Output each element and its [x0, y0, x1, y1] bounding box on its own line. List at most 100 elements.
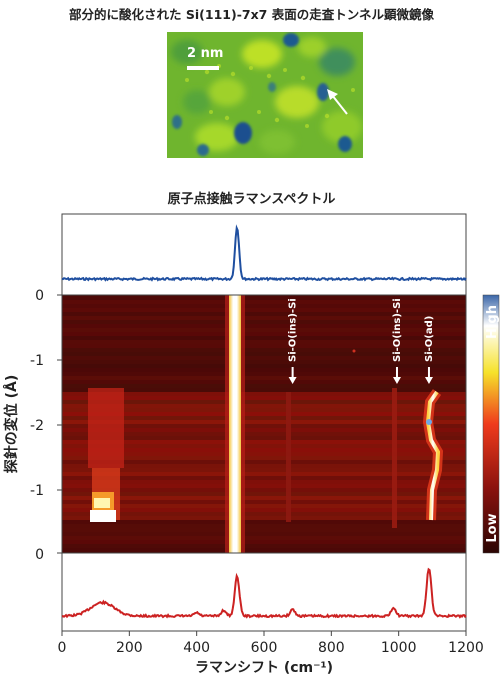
y-tick-label: -1 — [30, 483, 44, 499]
heatmap-row — [62, 364, 466, 368]
heatmap-row — [62, 528, 466, 532]
x-tick-label: 600 — [251, 640, 278, 656]
heatmap-row — [62, 464, 466, 468]
x-tick-label: 400 — [183, 640, 210, 656]
y-tick-label: -1 — [30, 353, 44, 369]
heatmap-row — [62, 412, 466, 416]
y-axis-title: 探針の変位 (Å) — [3, 375, 20, 474]
heatmap-row — [62, 336, 466, 340]
heatmap-row — [62, 332, 466, 336]
heatmap-row — [62, 304, 466, 308]
heatmap-row — [62, 300, 466, 304]
heatmap-row — [62, 356, 466, 360]
heatmap-row — [62, 372, 466, 376]
heatmap-row — [62, 376, 466, 380]
heatmap-row — [62, 504, 466, 508]
heatmap-row — [62, 484, 466, 488]
heatmap-row — [62, 476, 466, 480]
heatmap-row — [62, 296, 466, 300]
peak-annotation-label: Si-O(ins)-Si — [288, 298, 299, 362]
down-arrow-icon — [424, 377, 433, 384]
heatmap-row — [62, 348, 466, 352]
top-spectrum-line — [61, 224, 467, 282]
x-axis-title: ラマンシフト (cm⁻¹) — [195, 660, 333, 676]
heatmap-row — [62, 368, 466, 372]
stm-title: 部分的に酸化された Si(111)-7x7 表面の走査トンネル顕微鏡像 — [69, 7, 434, 22]
heatmap-row — [62, 532, 466, 536]
heatmap-row — [62, 520, 466, 524]
heatmap-row — [62, 380, 466, 384]
arrow-icon — [327, 89, 348, 115]
heatmap-row — [62, 456, 466, 460]
bottom-spectrum-panel — [61, 552, 467, 632]
heatmap-row — [62, 460, 466, 464]
colorbar-high-label: High — [485, 305, 500, 339]
bottom-spectrum-line — [61, 567, 467, 619]
heatmap-row — [62, 540, 466, 544]
heatmap-row — [62, 472, 466, 476]
heatmap-row — [62, 436, 466, 440]
peak-annotation: Si-O(ad) — [424, 316, 435, 384]
x-tick-label: 0 — [58, 640, 67, 656]
heatmap-row — [62, 320, 466, 324]
heatmap-row — [62, 420, 466, 424]
heatmap-row — [62, 548, 466, 552]
heatmap-row — [62, 384, 466, 388]
heatmap-row — [62, 392, 466, 396]
heatmap-row — [62, 444, 466, 448]
down-arrow-icon — [392, 377, 401, 384]
heatmap-row — [62, 512, 466, 516]
heatmap-row — [62, 544, 466, 548]
heatmap-row — [62, 452, 466, 456]
stm-image: 2 nm — [167, 32, 363, 158]
heatmap-row — [62, 388, 466, 392]
heatmap-row — [62, 488, 466, 492]
heatmap-row — [62, 396, 466, 400]
peak-annotation: Si-O(ins)-Si — [288, 298, 299, 384]
heatmap-panel: -1 -2 -1 0 探針の変位 (Å) — [3, 294, 467, 563]
heatmap-row — [62, 448, 466, 452]
x-tick-label: 200 — [116, 640, 143, 656]
heatmap-row — [62, 344, 466, 348]
heatmap-row — [62, 536, 466, 540]
heatmap-row — [62, 480, 466, 484]
heatmap-row — [62, 328, 466, 332]
heatmap-row — [62, 424, 466, 428]
y-tick-label: 0 — [35, 547, 44, 563]
heatmap-row — [62, 440, 466, 444]
heatmap-row — [62, 324, 466, 328]
heatmap-row — [62, 400, 466, 404]
heatmap-row — [62, 508, 466, 512]
heatmap-row — [62, 404, 466, 408]
heatmap-row — [62, 312, 466, 316]
heatmap-row — [62, 352, 466, 356]
heatmap-row — [62, 500, 466, 504]
raman-title: 原子点接触ラマンスペクトル — [167, 192, 336, 207]
down-arrow-icon — [288, 377, 297, 384]
heatmap-row — [62, 524, 466, 528]
heatmap-row — [62, 496, 466, 500]
x-tick-label: 1000 — [381, 640, 417, 656]
heatmap-row — [62, 360, 466, 364]
top-y-tick-label: 0 — [35, 288, 44, 304]
heatmap-row — [62, 308, 466, 312]
heatmap-row — [62, 340, 466, 344]
scale-bar-label: 2 nm — [187, 46, 223, 61]
peak-annotation: Si-O(ins)-Si — [392, 298, 403, 384]
peak-annotation-label: Si-O(ins)-Si — [392, 298, 403, 362]
heatmap-row — [62, 468, 466, 472]
top-spectrum-panel: 0 — [35, 213, 467, 304]
heatmap-row — [62, 316, 466, 320]
x-tick-label: 800 — [318, 640, 345, 656]
x-tick-label: 1200 — [448, 640, 484, 656]
peak-annotation-label: Si-O(ad) — [424, 316, 435, 362]
y-tick-label: -2 — [30, 418, 44, 434]
heatmap-row — [62, 432, 466, 436]
heatmap-row — [62, 492, 466, 496]
heatmap-row — [62, 428, 466, 432]
heatmap-row — [62, 408, 466, 412]
colorbar-low-label: Low — [485, 513, 500, 542]
si-peak-band — [229, 295, 241, 553]
heatmap-row — [62, 516, 466, 520]
